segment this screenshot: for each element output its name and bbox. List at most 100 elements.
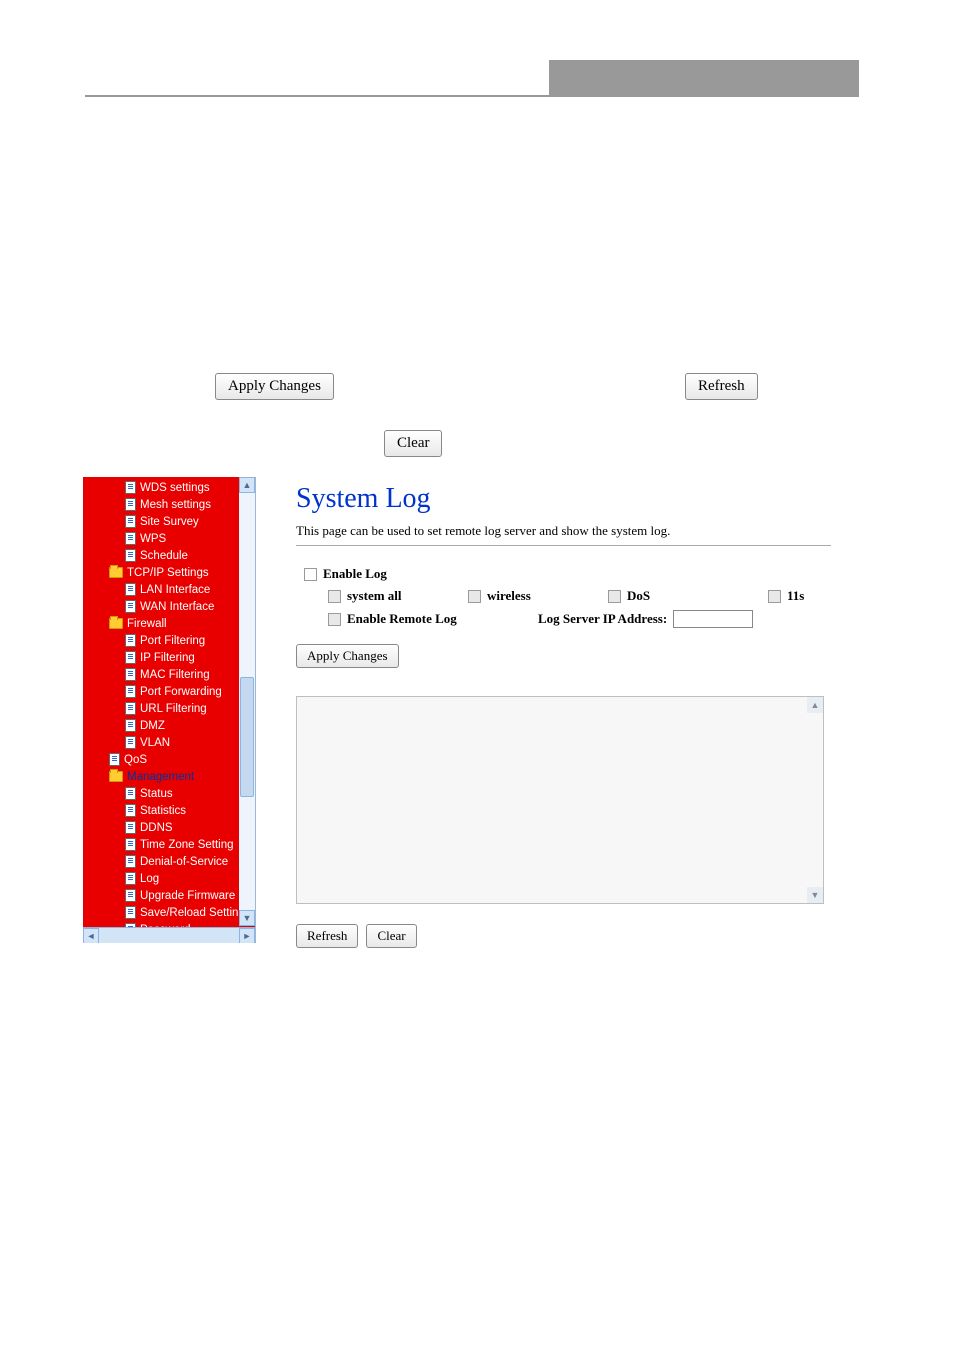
sidebar-item-port-forwarding[interactable]: Port Forwarding bbox=[83, 683, 255, 700]
sidebar-item-ip-filtering[interactable]: IP Filtering bbox=[83, 649, 255, 666]
document-icon bbox=[125, 685, 136, 698]
sidebar-item-upgrade-firmware[interactable]: Upgrade Firmware bbox=[83, 887, 255, 904]
scroll-up-icon[interactable]: ▲ bbox=[239, 477, 255, 493]
folder-icon bbox=[109, 618, 123, 629]
sidebar-item-label: Denial-of-Service bbox=[140, 856, 228, 868]
sidebar-item-mac-filtering[interactable]: MAC Filtering bbox=[83, 666, 255, 683]
eleven-s-label: 11s bbox=[787, 588, 804, 604]
document-icon bbox=[109, 753, 120, 766]
sidebar-item-tcp-ip-settings[interactable]: TCP/IP Settings bbox=[83, 564, 255, 581]
refresh-button[interactable]: Refresh bbox=[296, 924, 358, 948]
hscroll-track[interactable] bbox=[99, 928, 239, 943]
remote-log-row: Enable Remote Log Log Server IP Address: bbox=[296, 610, 878, 628]
sidebar-item-dmz[interactable]: DMZ bbox=[83, 717, 255, 734]
document-icon bbox=[125, 838, 136, 851]
sidebar-item-label: QoS bbox=[124, 754, 147, 766]
document-icon bbox=[125, 702, 136, 715]
document-icon bbox=[125, 515, 136, 528]
sidebar-item-statistics[interactable]: Statistics bbox=[83, 802, 255, 819]
sidebar-item-firewall[interactable]: Firewall bbox=[83, 615, 255, 632]
top-divider bbox=[85, 95, 859, 97]
log-textarea[interactable]: ▲ ▼ bbox=[296, 696, 824, 904]
document-icon bbox=[125, 651, 136, 664]
sidebar-item-wds-settings[interactable]: WDS settings bbox=[83, 479, 255, 496]
ip-address-input[interactable] bbox=[673, 610, 753, 628]
sidebar-item-vlan[interactable]: VLAN bbox=[83, 734, 255, 751]
sidebar-item-management[interactable]: Management bbox=[83, 768, 255, 785]
enable-log-row: Enable Log bbox=[296, 566, 878, 582]
document-icon bbox=[125, 481, 136, 494]
hscroll: ◄ ► bbox=[83, 927, 255, 943]
sidebar-item-label: VLAN bbox=[140, 737, 170, 749]
hscroll-left-icon[interactable]: ◄ bbox=[83, 928, 99, 943]
dos-label: DoS bbox=[627, 588, 650, 604]
document-icon bbox=[125, 719, 136, 732]
sidebar-item-label: Save/Reload Settings bbox=[140, 907, 251, 919]
sidebar-item-port-filtering[interactable]: Port Filtering bbox=[83, 632, 255, 649]
sidebar-item-ddns[interactable]: DDNS bbox=[83, 819, 255, 836]
sidebar-item-save-reload-settings[interactable]: Save/Reload Settings bbox=[83, 904, 255, 921]
hscroll-right-icon[interactable]: ► bbox=[239, 928, 255, 943]
sidebar-item-label: Port Forwarding bbox=[140, 686, 222, 698]
sidebar-item-label: LAN Interface bbox=[140, 584, 210, 596]
document-icon bbox=[125, 906, 136, 919]
document-icon bbox=[125, 787, 136, 800]
document-icon bbox=[125, 634, 136, 647]
sidebar: WDS settings Mesh settings Site Survey WPS S… bbox=[83, 477, 256, 943]
clear-button-top[interactable]: Clear bbox=[384, 430, 442, 457]
sidebar-item-url-filtering[interactable]: URL Filtering bbox=[83, 700, 255, 717]
sidebar-item-wps[interactable]: WPS bbox=[83, 530, 255, 547]
sidebar-item-time-zone-setting[interactable]: Time Zone Setting bbox=[83, 836, 255, 853]
sidebar-item-log[interactable]: Log bbox=[83, 870, 255, 887]
apply-changes-button[interactable]: Apply Changes bbox=[296, 644, 399, 668]
enable-remote-checkbox[interactable] bbox=[328, 613, 341, 626]
sidebar-item-label: WAN Interface bbox=[140, 601, 214, 613]
page-description: This page can be used to set remote log … bbox=[296, 523, 878, 539]
dos-checkbox[interactable] bbox=[608, 590, 621, 603]
log-scroll-down-icon[interactable]: ▼ bbox=[807, 887, 823, 903]
sidebar-item-denial-of-service[interactable]: Denial-of-Service bbox=[83, 853, 255, 870]
sidebar-item-label: Upgrade Firmware bbox=[140, 890, 235, 902]
sidebar-item-label: Schedule bbox=[140, 550, 188, 562]
enable-log-checkbox[interactable] bbox=[304, 568, 317, 581]
clear-button[interactable]: Clear bbox=[366, 924, 416, 948]
wireless-checkbox[interactable] bbox=[468, 590, 481, 603]
document-icon bbox=[125, 804, 136, 817]
scroll-down-icon[interactable]: ▼ bbox=[239, 910, 255, 926]
document-icon bbox=[125, 532, 136, 545]
sidebar-item-site-survey[interactable]: Site Survey bbox=[83, 513, 255, 530]
sidebar-item-label: Mesh settings bbox=[140, 499, 211, 511]
document-icon bbox=[125, 583, 136, 596]
sidebar-item-lan-interface[interactable]: LAN Interface bbox=[83, 581, 255, 598]
sidebar-item-wan-interface[interactable]: WAN Interface bbox=[83, 598, 255, 615]
enable-log-label: Enable Log bbox=[323, 566, 387, 582]
system-all-checkbox[interactable] bbox=[328, 590, 341, 603]
vscroll-thumb[interactable] bbox=[240, 677, 254, 797]
document-icon bbox=[125, 855, 136, 868]
sidebar-item-label: Port Filtering bbox=[140, 635, 205, 647]
eleven-s-checkbox[interactable] bbox=[768, 590, 781, 603]
content: System Log This page can be used to set … bbox=[256, 477, 878, 948]
log-scroll-up-icon[interactable]: ▲ bbox=[807, 697, 823, 713]
document-icon bbox=[125, 872, 136, 885]
apply-changes-button-top[interactable]: Apply Changes bbox=[215, 373, 334, 400]
document-icon bbox=[125, 498, 136, 511]
sidebar-item-label: IP Filtering bbox=[140, 652, 195, 664]
sidebar-item-qos[interactable]: QoS bbox=[83, 751, 255, 768]
sidebar-item-label: MAC Filtering bbox=[140, 669, 210, 681]
sidebar-item-label: WPS bbox=[140, 533, 166, 545]
top-bar-grey bbox=[549, 60, 859, 95]
sidebar-wrap: WDS settings Mesh settings Site Survey WPS S… bbox=[83, 477, 256, 948]
sidebar-item-label: Time Zone Setting bbox=[140, 839, 234, 851]
sidebar-item-label: Site Survey bbox=[140, 516, 199, 528]
sidebar-item-status[interactable]: Status bbox=[83, 785, 255, 802]
sidebar-item-mesh-settings[interactable]: Mesh settings bbox=[83, 496, 255, 513]
top-bar bbox=[85, 60, 859, 95]
ip-address-label: Log Server IP Address: bbox=[538, 611, 667, 627]
document-icon bbox=[125, 736, 136, 749]
sidebar-item-schedule[interactable]: Schedule bbox=[83, 547, 255, 564]
refresh-button-top[interactable]: Refresh bbox=[685, 373, 758, 400]
document-icon bbox=[125, 600, 136, 613]
document-icon bbox=[125, 821, 136, 834]
divider bbox=[296, 545, 831, 546]
